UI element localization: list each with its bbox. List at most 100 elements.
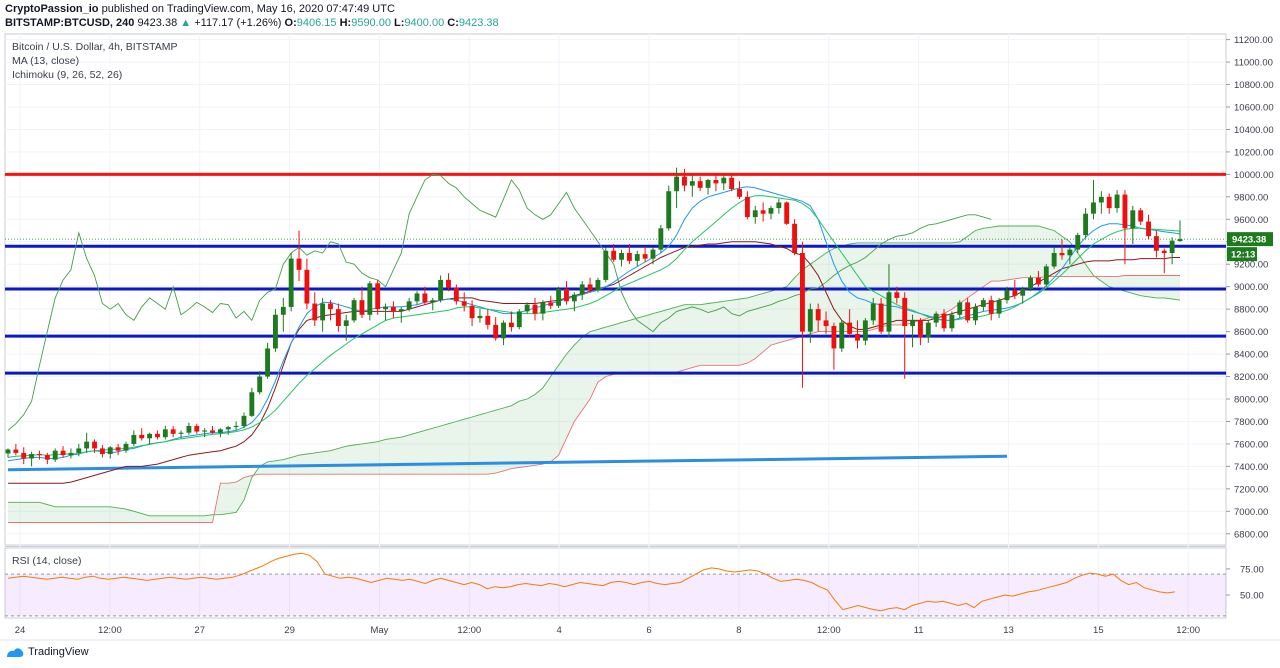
candle-body xyxy=(1004,290,1010,301)
x-tick-label: 12:00 xyxy=(457,625,481,636)
candle-body xyxy=(1028,277,1033,289)
candle-up xyxy=(1020,286,1026,304)
candle-body xyxy=(1138,210,1144,222)
candle-body xyxy=(335,309,341,326)
candle-body xyxy=(540,302,546,314)
candle-up xyxy=(689,175,695,197)
candle-up xyxy=(1067,247,1073,265)
close-label: C: xyxy=(447,17,459,29)
candle-body xyxy=(76,448,82,453)
candle-down xyxy=(469,300,475,326)
candle-down xyxy=(760,202,766,222)
candle-body xyxy=(516,311,522,328)
candle-body xyxy=(414,293,420,302)
candle-down xyxy=(626,244,632,265)
y-tick-label: 8000.00 xyxy=(1234,395,1268,406)
candle-up xyxy=(52,448,58,462)
candle-body xyxy=(257,376,263,393)
candle-down xyxy=(744,191,750,220)
candle-up xyxy=(249,387,255,417)
candle-body xyxy=(697,181,703,188)
y-tick-label: 7800.00 xyxy=(1234,417,1268,428)
candle-body xyxy=(642,254,648,259)
candle-body xyxy=(1122,194,1128,229)
candle-body xyxy=(1106,196,1112,209)
candle-body xyxy=(438,279,444,301)
candle-up xyxy=(147,432,153,444)
tradingview-logo-icon xyxy=(7,648,24,657)
candle-body xyxy=(595,279,601,291)
candle-body xyxy=(705,180,711,188)
candle-body xyxy=(359,300,365,315)
trend-line xyxy=(7,454,1007,472)
candle-down xyxy=(210,425,215,434)
candle-down xyxy=(784,201,790,225)
x-tick-label: 29 xyxy=(284,625,295,636)
candle-body xyxy=(666,191,672,229)
candle-up xyxy=(233,421,239,431)
candle-body xyxy=(5,449,11,454)
rsi-line xyxy=(7,552,1176,612)
candle-up xyxy=(1083,208,1089,239)
candle-body xyxy=(446,279,451,288)
candle-body xyxy=(957,302,963,315)
candle-body xyxy=(99,448,105,455)
candle-body xyxy=(611,250,617,260)
candle-body xyxy=(390,306,396,312)
candle-up xyxy=(343,314,349,341)
candle-body xyxy=(524,304,530,312)
footer-brand[interactable]: TradingView xyxy=(6,646,89,658)
candle-body xyxy=(650,249,656,259)
candle-body xyxy=(973,306,978,321)
candle-body xyxy=(815,309,821,321)
publisher-name[interactable]: CryptoPassion_io xyxy=(5,3,99,15)
y-tick-label: 7200.00 xyxy=(1234,484,1268,495)
candle-down xyxy=(847,309,853,338)
candle-up xyxy=(996,297,1002,319)
candle-down xyxy=(682,168,687,192)
y-tick-label: 10800.00 xyxy=(1234,80,1274,91)
senkou-span-a-line xyxy=(8,225,1181,517)
x-tick-label: 8 xyxy=(736,625,741,636)
candle-up xyxy=(186,422,192,435)
symbol-label: BITSTAMP:BTCUSD, 240 xyxy=(5,17,135,29)
countdown-tag xyxy=(1227,247,1257,262)
candle-down xyxy=(587,277,593,293)
candle-body xyxy=(658,228,664,250)
y-tick-label: 7400.00 xyxy=(1234,462,1268,473)
candle-body xyxy=(988,300,994,314)
last-price-tag xyxy=(1227,232,1273,247)
candle-down xyxy=(564,281,569,305)
price-chart[interactable]: 6800.00 7000.00 7200.00 7400.00 7600.00 7800.… xyxy=(0,0,1280,646)
candle-up xyxy=(980,297,986,312)
candle-down xyxy=(37,450,42,460)
candle-down xyxy=(60,446,66,458)
candle-body xyxy=(343,320,349,326)
candle-body xyxy=(44,455,50,460)
candle-body xyxy=(682,176,687,186)
candle-down xyxy=(729,174,735,192)
candle-up xyxy=(619,249,624,267)
candle-down xyxy=(941,309,947,332)
candle-body xyxy=(996,300,1002,314)
candle-body xyxy=(469,305,475,319)
candle-body xyxy=(949,314,955,329)
candle-up xyxy=(524,302,530,314)
candle-body xyxy=(713,180,719,184)
candle-up xyxy=(241,412,247,429)
candle-down xyxy=(823,311,829,334)
candle-body xyxy=(917,320,923,338)
candle-body xyxy=(52,450,58,460)
candle-body xyxy=(398,309,404,312)
candle-body xyxy=(123,443,129,451)
candle-down xyxy=(44,452,50,465)
candle-down xyxy=(312,292,318,326)
candle-up xyxy=(949,311,955,332)
candle-body xyxy=(1020,288,1026,296)
candle-body xyxy=(422,293,428,303)
x-tick-label: May xyxy=(370,625,388,636)
candle-body xyxy=(233,425,239,428)
candle-body xyxy=(225,427,231,430)
candle-body xyxy=(147,433,153,439)
candle-up xyxy=(870,297,876,325)
